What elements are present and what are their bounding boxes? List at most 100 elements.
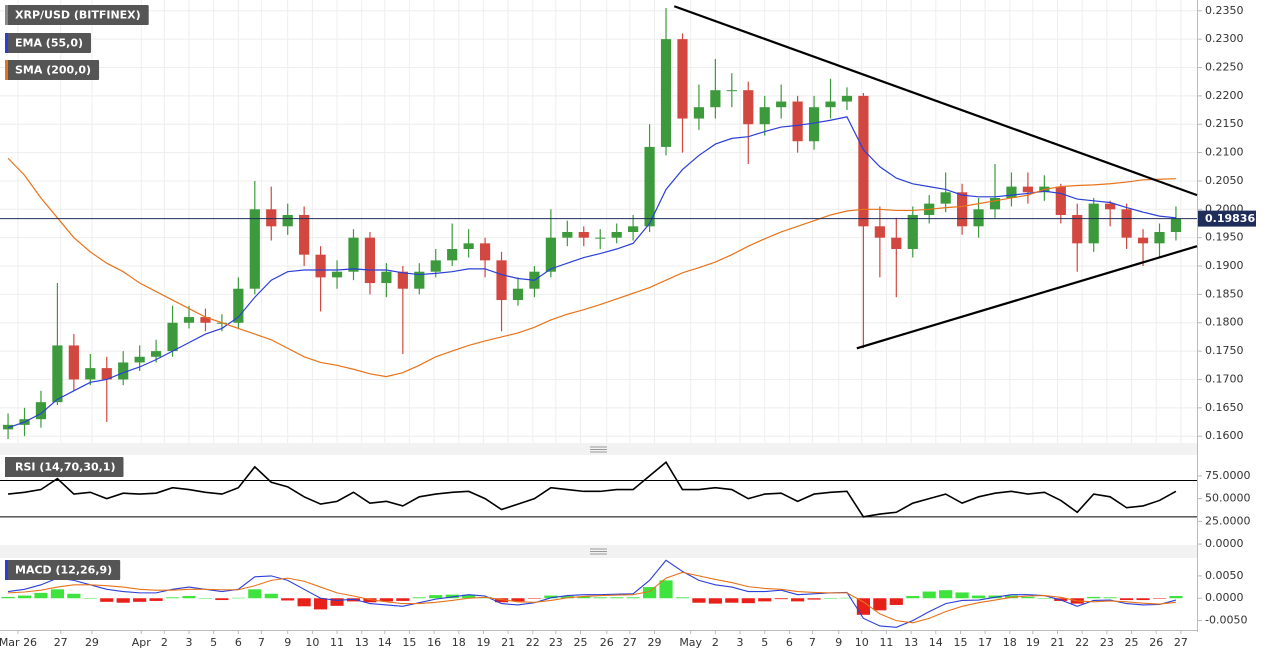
x-tick-label: 29 bbox=[648, 636, 662, 649]
y-tick-label: 0.2050 bbox=[1205, 174, 1244, 187]
x-tick-label: 13 bbox=[355, 636, 369, 649]
x-tick-label: 19 bbox=[476, 636, 490, 649]
x-tick-label: 19 bbox=[1026, 636, 1040, 649]
candle-body bbox=[726, 90, 737, 92]
resize-grip[interactable] bbox=[590, 446, 607, 555]
legend-label: MACD (12,26,9) bbox=[15, 564, 112, 577]
x-tick-label: 3 bbox=[186, 636, 193, 649]
candle-body bbox=[841, 95, 853, 102]
y-tick-label: 0.2200 bbox=[1205, 89, 1244, 102]
histogram-bar bbox=[823, 598, 838, 599]
histogram-bar bbox=[610, 597, 624, 599]
legend-swatch bbox=[5, 5, 8, 25]
legend-swatch bbox=[5, 33, 8, 53]
x-tick-label: 21 bbox=[501, 636, 515, 649]
y-tick-label: 0.0050 bbox=[1205, 569, 1244, 582]
legend-box bbox=[5, 457, 124, 477]
candle-body bbox=[68, 345, 79, 380]
histogram-bar bbox=[34, 592, 48, 599]
y-tick-label: 0.1800 bbox=[1205, 316, 1244, 329]
x-tick-label: 29 bbox=[85, 636, 99, 649]
candle-body bbox=[200, 317, 211, 323]
candle-body bbox=[35, 402, 47, 420]
y-tick-label: 0.1950 bbox=[1205, 231, 1244, 244]
histogram-bar bbox=[264, 593, 278, 599]
histogram-bar bbox=[577, 596, 591, 599]
indicator-line bbox=[7, 116, 1177, 429]
candle-body bbox=[660, 39, 672, 147]
histogram-bar bbox=[297, 598, 311, 607]
y-tick-label: 0.1650 bbox=[1205, 401, 1244, 414]
histogram-bar bbox=[922, 591, 936, 599]
x-tick-label: 26 bbox=[1149, 636, 1163, 649]
x-tick-label: 7 bbox=[809, 636, 816, 649]
legend-item: EMA (55,0) bbox=[5, 33, 91, 53]
x-tick-label: 18 bbox=[452, 636, 466, 649]
candle-body bbox=[1072, 214, 1083, 244]
histogram-bar bbox=[429, 595, 443, 599]
histogram-bar bbox=[807, 598, 821, 600]
histogram-bar bbox=[363, 598, 377, 603]
candle-body bbox=[907, 214, 918, 250]
candle-body bbox=[940, 192, 951, 204]
histogram-bar bbox=[626, 597, 640, 599]
legend-label: RSI (14,70,30,1) bbox=[15, 461, 115, 474]
y-tick-label: 0.0000 bbox=[1205, 591, 1244, 604]
histogram-bar bbox=[314, 598, 328, 610]
histogram-bar bbox=[1152, 598, 1167, 599]
candle-body bbox=[792, 101, 803, 142]
legend-swatch bbox=[5, 60, 8, 80]
x-tick-label: 2 bbox=[712, 636, 719, 649]
candle-body bbox=[151, 351, 162, 357]
histogram-bar bbox=[248, 589, 262, 599]
x-tick-label: 11 bbox=[879, 636, 893, 649]
histogram-bar bbox=[889, 598, 903, 605]
y-tick-label: 50.0000 bbox=[1205, 492, 1251, 505]
histogram-bar bbox=[182, 596, 196, 599]
last-price-label: 0.19836 bbox=[1205, 212, 1255, 225]
last-price-box bbox=[1198, 210, 1256, 227]
histogram-bar bbox=[939, 590, 953, 599]
histogram-bar bbox=[67, 593, 81, 599]
histogram-bar bbox=[708, 598, 722, 604]
x-tick-label: 5 bbox=[210, 636, 217, 649]
y-tick-label: 0.1850 bbox=[1205, 287, 1244, 300]
y-tick-label: 0.0000 bbox=[1205, 537, 1244, 550]
candle-body bbox=[1154, 231, 1165, 244]
histogram-bar bbox=[692, 598, 706, 603]
histogram-bar bbox=[840, 597, 854, 599]
candle-body bbox=[1022, 186, 1034, 193]
candle-body bbox=[118, 362, 129, 380]
candle-body bbox=[463, 243, 474, 250]
x-tick-label: 22 bbox=[526, 636, 540, 649]
candle-body bbox=[1105, 203, 1116, 210]
histogram-bar bbox=[758, 598, 772, 602]
candle-body bbox=[447, 249, 458, 261]
x-tick-label: 3 bbox=[737, 636, 744, 649]
candle-body bbox=[1170, 218, 1182, 232]
macd-line bbox=[8, 571, 1177, 624]
x-tick-label: 11 bbox=[330, 636, 344, 649]
x-tick-label: 14 bbox=[929, 636, 943, 649]
candle-body bbox=[512, 288, 524, 301]
histogram-bar bbox=[149, 598, 163, 601]
candle-body bbox=[52, 345, 63, 403]
histogram-bar bbox=[659, 580, 673, 599]
y-tick-label: -0.0050 bbox=[1205, 614, 1247, 627]
candle-body bbox=[315, 254, 326, 278]
indicator-line bbox=[7, 157, 1176, 378]
x-tick-label: 23 bbox=[1100, 636, 1114, 649]
y-tick-label: 0.1750 bbox=[1205, 344, 1244, 357]
candle-body bbox=[743, 90, 754, 125]
legend-swatch bbox=[5, 560, 8, 580]
histogram-bar bbox=[856, 598, 870, 615]
candle-body bbox=[134, 356, 145, 363]
x-tick-label: 10 bbox=[305, 636, 319, 649]
histogram-bar bbox=[544, 595, 558, 599]
candle-body bbox=[282, 214, 293, 227]
histogram-bar bbox=[17, 595, 32, 599]
candle-body bbox=[628, 226, 639, 232]
x-tick-label: 17 bbox=[978, 636, 992, 649]
candle-body bbox=[414, 271, 425, 289]
